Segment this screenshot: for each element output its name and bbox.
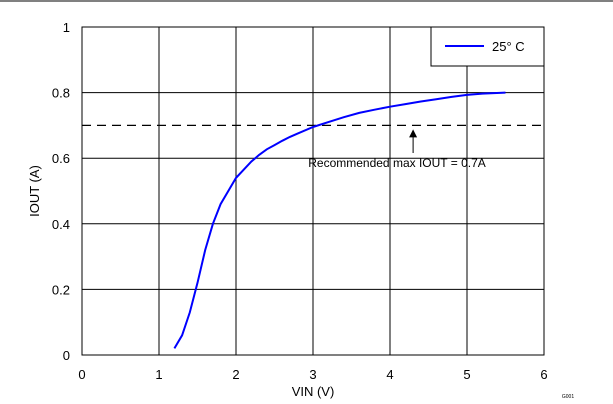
annotation-arrowhead — [409, 129, 418, 138]
x-axis-label: VIN (V) — [292, 384, 335, 399]
series-line-25c — [173, 91, 506, 349]
x-tick-label-0: 0 — [78, 367, 85, 382]
x-tick-labels: 0 1 2 3 4 5 6 — [78, 367, 547, 382]
y-tick-label-3: 0.6 — [52, 151, 70, 166]
y-tick-label-2: 0.4 — [52, 217, 70, 232]
y-tick-label-1: 0.2 — [52, 282, 70, 297]
grid-lines — [82, 27, 544, 355]
y-tick-labels: 0 0.2 0.4 0.6 0.8 1 — [52, 20, 70, 363]
annotation: Recommended max IOUT = 0.7A — [308, 129, 486, 170]
y-axis-label: IOUT (A) — [27, 165, 42, 217]
y-tick-label-5: 1 — [63, 20, 70, 35]
legend-entry-25c: 25° C — [492, 39, 525, 54]
x-tick-label-6: 6 — [540, 367, 547, 382]
y-tick-label-0: 0 — [63, 348, 70, 363]
plot-frame — [81, 26, 545, 356]
y-tick-label-4: 0.8 — [52, 86, 70, 101]
legend: 25° C — [430, 26, 545, 67]
x-tick-label-5: 5 — [463, 367, 470, 382]
annotation-text: Recommended max IOUT = 0.7A — [308, 156, 486, 170]
x-tick-label-1: 1 — [155, 367, 162, 382]
x-tick-label-2: 2 — [232, 367, 239, 382]
x-tick-label-4: 4 — [386, 367, 393, 382]
x-tick-label-3: 3 — [309, 367, 316, 382]
figure-code: G001 — [562, 394, 574, 400]
